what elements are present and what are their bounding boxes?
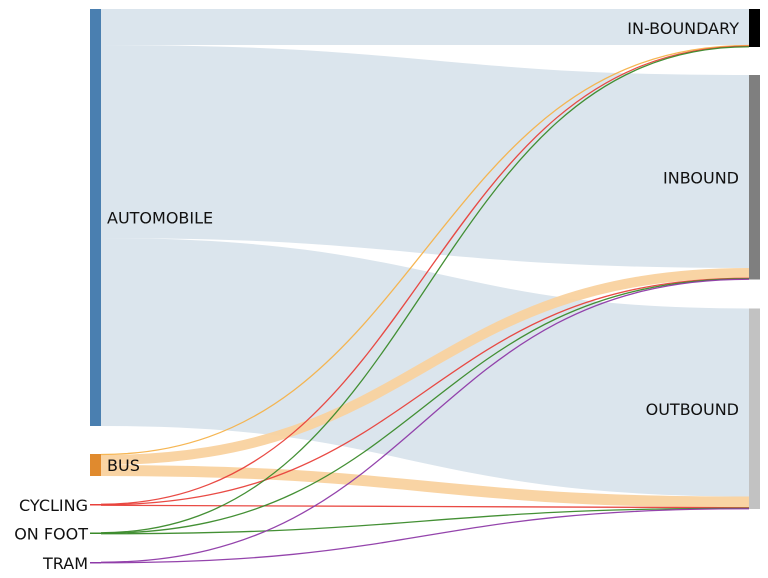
node-bar[interactable] (749, 9, 760, 47)
node-in-boundary[interactable]: IN-BOUNDARY (627, 9, 760, 47)
node-inbound[interactable]: INBOUND (663, 75, 760, 280)
node-outbound[interactable]: OUTBOUND (646, 308, 760, 510)
node-label: INBOUND (663, 168, 739, 187)
node-label: CYCLING (19, 496, 88, 515)
node-bar[interactable] (90, 9, 101, 426)
flow-link-on-foot-to-outbound[interactable] (100, 507, 750, 535)
flow-link-bus-to-in-boundary[interactable] (100, 44, 750, 456)
node-bar[interactable] (90, 532, 101, 535)
node-on-foot[interactable]: ON FOOT (14, 524, 101, 543)
node-cycling[interactable]: CYCLING (19, 496, 101, 515)
node-bar[interactable] (90, 562, 101, 564)
node-bar[interactable] (749, 75, 760, 280)
links-layer (100, 8, 750, 564)
node-bar[interactable] (90, 504, 101, 506)
node-label: AUTOMOBILE (107, 209, 213, 228)
flow-link-automobile-to-inbound[interactable] (100, 45, 750, 268)
flow-link-tram-to-outbound[interactable] (100, 508, 750, 564)
node-bar[interactable] (90, 454, 101, 476)
node-bar[interactable] (749, 308, 760, 510)
node-tram[interactable]: TRAM (42, 554, 101, 573)
node-label: IN-BOUNDARY (627, 19, 739, 38)
flow-link-cycling-to-outbound[interactable] (100, 504, 750, 509)
node-label: ON FOOT (14, 524, 88, 543)
node-label: TRAM (42, 554, 88, 573)
node-automobile[interactable]: AUTOMOBILE (90, 9, 213, 426)
flow-link-on-foot-to-inbound[interactable] (100, 278, 750, 534)
flow-link-bus-to-outbound[interactable] (100, 465, 750, 508)
flow-link-bus-to-inbound[interactable] (100, 268, 750, 465)
node-label: BUS (107, 456, 140, 475)
flow-link-cycling-to-in-boundary[interactable] (100, 45, 750, 505)
nodes-layer: AUTOMOBILE BUS CYCLING ON FOOT TRAM IN-BOUNDA… (14, 9, 760, 573)
node-label: OUTBOUND (646, 400, 739, 419)
flow-link-tram-to-inbound[interactable] (100, 278, 750, 563)
node-bus[interactable]: BUS (90, 454, 140, 476)
flow-link-cycling-to-inbound[interactable] (100, 277, 750, 506)
flow-link-on-foot-to-in-boundary[interactable] (100, 46, 750, 534)
